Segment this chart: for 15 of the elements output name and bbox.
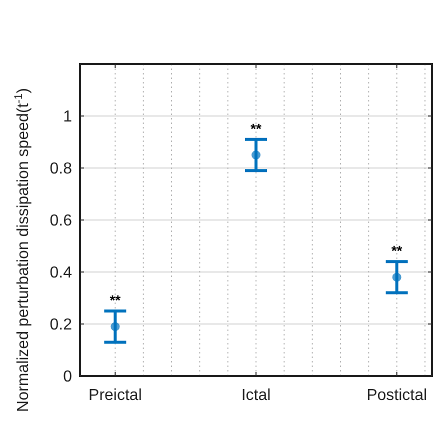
x-tick-label: Ictal [241, 387, 271, 404]
x-tick-label: Preictal [88, 387, 142, 404]
point [252, 150, 260, 160]
y-tick-label: 0.8 [50, 160, 72, 178]
x-tick-label: Postictal [366, 387, 428, 404]
y-tick-label: 0.4 [50, 264, 72, 282]
y-tick-label: 1 [63, 108, 72, 126]
annotation: ** [110, 292, 122, 308]
annotation: ** [391, 242, 403, 259]
point [392, 272, 402, 282]
y-tick-label: 0 [63, 368, 72, 386]
annotation: ** [250, 120, 262, 136]
y-tick-label: 0.6 [50, 212, 72, 230]
y-tick-label: 0.2 [50, 316, 72, 334]
point [110, 322, 120, 332]
